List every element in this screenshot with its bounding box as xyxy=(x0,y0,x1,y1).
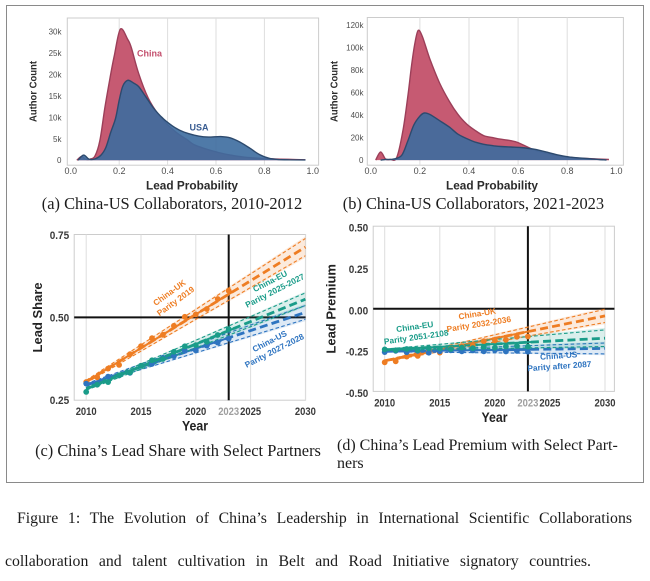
svg-text:2030: 2030 xyxy=(595,398,616,410)
svg-text:Lead Probability: Lead Probability xyxy=(446,181,539,193)
svg-text:Lead Share: Lead Share xyxy=(30,282,45,352)
svg-text:0.8: 0.8 xyxy=(258,166,271,176)
svg-text:10k: 10k xyxy=(49,113,63,122)
svg-text:0.0: 0.0 xyxy=(365,166,378,176)
svg-text:60k: 60k xyxy=(351,89,365,98)
svg-text:0.2: 0.2 xyxy=(414,166,427,176)
svg-text:-0.25: -0.25 xyxy=(346,347,369,359)
svg-text:Year: Year xyxy=(482,410,509,425)
svg-text:0.2: 0.2 xyxy=(113,166,126,176)
svg-text:0.0: 0.0 xyxy=(65,166,78,176)
svg-text:20k: 20k xyxy=(351,134,365,143)
svg-text:30k: 30k xyxy=(49,28,63,37)
svg-text:80k: 80k xyxy=(351,66,365,75)
svg-text:Author Count: Author Count xyxy=(28,61,40,122)
svg-text:Author Count: Author Count xyxy=(329,61,341,122)
svg-text:40k: 40k xyxy=(351,111,365,120)
svg-text:0.00: 0.00 xyxy=(349,305,369,317)
svg-text:2030: 2030 xyxy=(295,406,316,418)
svg-text:China: China xyxy=(137,49,163,59)
svg-text:Lead Probability: Lead Probability xyxy=(146,181,239,193)
svg-text:120k: 120k xyxy=(346,21,364,30)
svg-text:0.4: 0.4 xyxy=(463,166,476,176)
svg-text:100k: 100k xyxy=(346,43,364,52)
svg-text:Year: Year xyxy=(182,418,209,433)
svg-text:0.75: 0.75 xyxy=(50,230,70,242)
svg-text:0: 0 xyxy=(57,156,62,165)
svg-text:2015: 2015 xyxy=(429,398,450,410)
svg-text:China-UKParity 2019: China-UKParity 2019 xyxy=(149,275,197,318)
svg-text:China-USParity after 2087: China-USParity after 2087 xyxy=(526,348,592,373)
svg-text:0.8: 0.8 xyxy=(561,166,574,176)
svg-text:15k: 15k xyxy=(49,92,63,101)
svg-text:2020: 2020 xyxy=(185,406,206,418)
svg-text:0.6: 0.6 xyxy=(512,166,525,176)
svg-text:2025: 2025 xyxy=(539,398,560,410)
svg-text:2025: 2025 xyxy=(240,406,261,418)
svg-text:0: 0 xyxy=(359,156,364,165)
svg-text:0.6: 0.6 xyxy=(210,166,223,176)
svg-text:20k: 20k xyxy=(49,71,63,80)
svg-text:1.0: 1.0 xyxy=(307,166,320,176)
svg-text:0.4: 0.4 xyxy=(161,166,174,176)
svg-text:-0.50: -0.50 xyxy=(346,388,369,400)
svg-text:Lead Premium: Lead Premium xyxy=(324,264,339,354)
svg-text:2010: 2010 xyxy=(374,398,395,410)
svg-text:0.50: 0.50 xyxy=(349,223,369,235)
svg-text:25k: 25k xyxy=(49,49,63,58)
svg-text:0.50: 0.50 xyxy=(50,312,70,324)
svg-text:2015: 2015 xyxy=(131,406,152,418)
svg-text:2023: 2023 xyxy=(517,398,538,410)
svg-text:5k: 5k xyxy=(53,135,62,144)
svg-text:2023: 2023 xyxy=(218,406,239,418)
svg-text:1.0: 1.0 xyxy=(610,166,623,176)
svg-text:2010: 2010 xyxy=(76,406,97,418)
svg-text:0.25: 0.25 xyxy=(349,264,369,276)
svg-text:USA: USA xyxy=(190,123,210,133)
svg-text:2020: 2020 xyxy=(484,398,505,410)
svg-text:0.25: 0.25 xyxy=(50,395,70,407)
